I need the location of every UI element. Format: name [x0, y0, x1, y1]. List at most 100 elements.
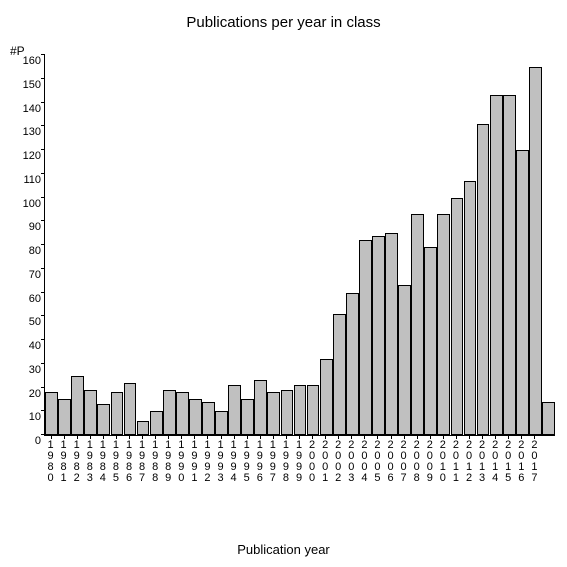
bar: [228, 385, 241, 435]
x-tick-label: 1986: [125, 440, 133, 484]
y-tick-mark: [41, 315, 45, 316]
x-tick-label: 1997: [269, 440, 277, 484]
y-tick-mark: [41, 54, 45, 55]
y-tick-label: 0: [15, 435, 41, 447]
bar: [307, 385, 320, 435]
x-tick-label: 1994: [230, 440, 238, 484]
x-tick-label: 1981: [60, 440, 68, 484]
bar: [320, 359, 333, 435]
bar: [333, 314, 346, 435]
bar: [84, 390, 97, 435]
bar: [346, 293, 359, 436]
x-tick-label: 2002: [334, 440, 342, 484]
x-tick-label: 1991: [190, 440, 198, 484]
y-tick-label: 80: [15, 245, 41, 257]
bar: [529, 67, 542, 435]
y-tick-label: 110: [15, 174, 41, 186]
y-tick-mark: [41, 197, 45, 198]
x-tick-label: 1992: [203, 440, 211, 484]
bar: [202, 402, 215, 435]
bar: [97, 404, 110, 435]
bar: [424, 247, 437, 435]
y-tick-mark: [41, 173, 45, 174]
y-tick-label: 120: [15, 150, 41, 162]
y-tick-mark: [41, 410, 45, 411]
bar: [267, 392, 280, 435]
x-tick-label: 1988: [151, 440, 159, 484]
y-tick-label: 60: [15, 293, 41, 305]
x-tick-label: 2006: [387, 440, 395, 484]
bar: [111, 392, 124, 435]
bar: [503, 95, 516, 435]
y-tick-label: 140: [15, 103, 41, 115]
bar: [398, 285, 411, 435]
x-tick-label: 1980: [47, 440, 55, 484]
x-tick-label: 2013: [478, 440, 486, 484]
bar: [176, 392, 189, 435]
y-tick-label: 90: [15, 221, 41, 233]
bar: [437, 214, 450, 435]
x-tick-label: 2011: [452, 440, 460, 484]
y-tick-mark: [41, 434, 45, 435]
x-tick-label: 2005: [373, 440, 381, 484]
x-tick-label: 2003: [347, 440, 355, 484]
bar: [71, 376, 84, 435]
x-tick-label: 1999: [295, 440, 303, 484]
bar: [294, 385, 307, 435]
y-tick-label: 20: [15, 388, 41, 400]
x-tick-label: 1995: [243, 440, 251, 484]
y-tick-mark: [41, 363, 45, 364]
bar: [542, 402, 555, 435]
bar: [163, 390, 176, 435]
bar: [281, 390, 294, 435]
x-tick-label: 1983: [86, 440, 94, 484]
x-tick-label: 1982: [73, 440, 81, 484]
y-tick-label: 50: [15, 316, 41, 328]
y-tick-mark: [41, 102, 45, 103]
bar: [385, 233, 398, 435]
bar: [241, 399, 254, 435]
bar: [359, 240, 372, 435]
x-tick-label: 2004: [360, 440, 368, 484]
x-tick-label: 1989: [164, 440, 172, 484]
y-tick-mark: [41, 292, 45, 293]
y-tick-mark: [41, 244, 45, 245]
bar: [45, 392, 58, 435]
y-tick-mark: [41, 220, 45, 221]
x-tick-label: 1984: [99, 440, 107, 484]
x-tick-label: 2016: [517, 440, 525, 484]
x-tick-label: 1987: [138, 440, 146, 484]
x-tick-label: 2015: [504, 440, 512, 484]
bar: [477, 124, 490, 435]
y-tick-label: 30: [15, 364, 41, 376]
y-tick-mark: [41, 339, 45, 340]
x-tick-label: 2014: [491, 440, 499, 484]
bar: [189, 399, 202, 435]
y-tick-label: 100: [15, 198, 41, 210]
chart-title: Publications per year in class: [0, 14, 567, 31]
x-tick-label: 1985: [112, 440, 120, 484]
y-tick-label: 160: [15, 55, 41, 67]
bar: [490, 95, 503, 435]
bar: [254, 380, 267, 435]
y-tick-mark: [41, 149, 45, 150]
bar: [150, 411, 163, 435]
y-tick-mark: [41, 78, 45, 79]
bar: [215, 411, 228, 435]
x-tick-label: 2000: [308, 440, 316, 484]
y-tick-label: 40: [15, 340, 41, 352]
y-tick-mark: [41, 125, 45, 126]
plot-area: 0102030405060708090100110120130140150160: [44, 55, 555, 436]
x-tick-label: 2017: [530, 440, 538, 484]
bar: [372, 236, 385, 436]
x-tick-label: 1996: [256, 440, 264, 484]
x-axis-label: Publication year: [0, 542, 567, 557]
y-tick-label: 10: [15, 411, 41, 423]
x-tick-label: 2010: [439, 440, 447, 484]
bar: [451, 198, 464, 436]
x-tick-label: 1993: [217, 440, 225, 484]
y-tick-label: 130: [15, 126, 41, 138]
x-tick-label: 1998: [282, 440, 290, 484]
bar: [58, 399, 71, 435]
bar: [124, 383, 137, 435]
